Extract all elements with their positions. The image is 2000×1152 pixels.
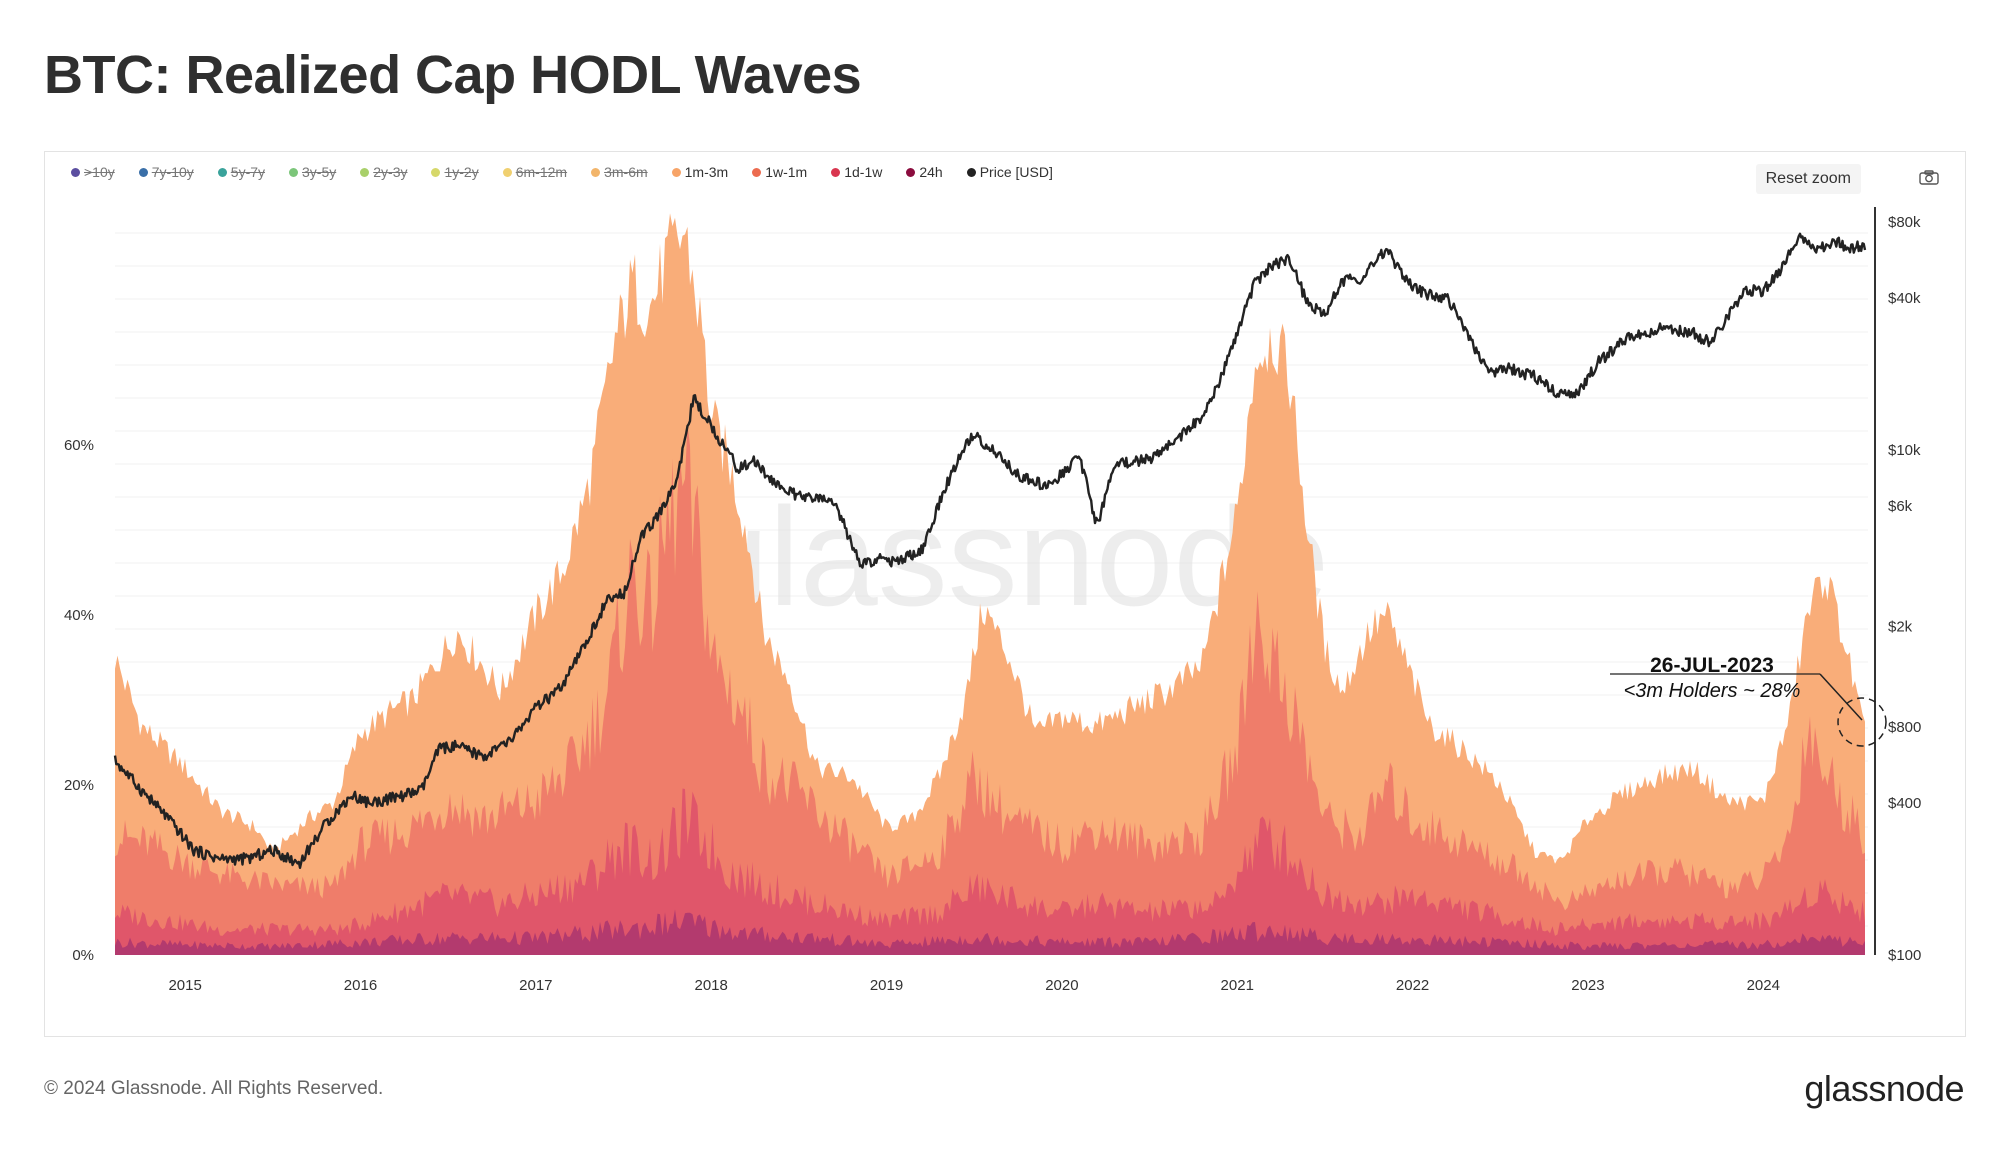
y-right-tick-label: $100 [1888,947,1921,964]
legend-dot-icon [217,167,227,177]
legend-item[interactable]: 24h [906,164,943,180]
annotation: 26-JUL-2023 <3m Holders ~ 28% [1610,654,1887,747]
x-tick-label: 2020 [1045,977,1078,994]
reset-zoom-button[interactable]: Reset zoom [1755,164,1861,194]
legend-item[interactable]: 3m-6m [591,164,648,180]
legend-dot-icon [966,167,976,177]
x-tick-label: 2015 [168,977,201,994]
legend-dot-icon [831,167,841,177]
legend-dot-icon [591,167,601,177]
stacked-areas [115,213,1865,956]
x-tick-label: 2017 [519,977,552,994]
x-tick-label: 2018 [695,977,728,994]
legend-item[interactable]: 5y-7y [217,164,266,180]
x-tick-label: 2019 [870,977,903,994]
x-axis: 2015 2016 2017 2018 2019 2020 2021 2022 2023 2024 [168,977,1780,994]
legend-label: 6m-12m [515,164,568,180]
price-line [113,232,1867,869]
footer-copyright: © 2024 Glassnode. All Rights Reserved. [44,1078,384,1099]
legend-label: 3m-6m [604,164,648,180]
x-tick-label: 2021 [1221,977,1254,994]
legend-label: 2y-3y [373,164,408,180]
legend-item[interactable]: 6m-12m [502,164,568,180]
legend-label: 7y-10y [151,164,194,180]
glassnode-logo[interactable]: glassnode [1804,1068,1964,1109]
y-right-tick-label: $10k [1888,442,1921,459]
annotation-date: 26-JUL-2023 [1650,654,1774,677]
legend-label: 1m-3m [684,164,729,180]
legend-label: 1y-2y [444,164,479,180]
chart-legend: >10y 7y-10y 5y-7y 3y-5y 2y-3y 1y-2y 6m-12m 3m-6… [71,164,1077,180]
x-tick-label: 2022 [1396,977,1429,994]
legend-dot-icon [289,167,299,177]
x-tick-label: 2023 [1571,977,1604,994]
legend-dot-icon [502,167,512,177]
camera-icon[interactable] [1919,170,1939,185]
legend-dot-icon [138,167,148,177]
legend-item[interactable]: Price [USD] [966,164,1053,180]
legend-label: 1d-1w [844,164,883,180]
legend-label: 24h [919,164,943,180]
page-title: BTC: Realized Cap HODL Waves [44,45,862,105]
y-left-tick-label: 60% [64,437,94,454]
y-left-tick-label: 40% [64,607,94,624]
y-right-tick-label: $400 [1888,795,1921,812]
y-right-tick-label: $80k [1888,214,1921,231]
y-axis-left: 0% 20% 40% 60% [64,437,94,964]
legend-dot-icon [671,167,681,177]
y-left-tick-label: 0% [72,947,94,964]
legend-item[interactable]: 1m-3m [671,164,729,180]
legend-item[interactable]: 1y-2y [431,164,479,180]
legend-dot-icon [906,167,916,177]
area-24h [115,909,1865,955]
x-tick-label: 2016 [344,977,377,994]
legend-item[interactable]: 3y-5y [289,164,336,180]
legend-label: >10y [84,164,115,180]
y-right-tick-label: $40k [1888,290,1921,307]
legend-label: 5y-7y [230,164,266,180]
legend-dot-icon [71,167,80,177]
annotation-text: <3m Holders ~ 28% [1624,680,1801,702]
legend-label: 1w-1m [765,164,808,180]
legend-item[interactable]: 7y-10y [138,164,194,180]
legend-item[interactable]: >10y [71,164,115,180]
legend-item[interactable]: 1w-1m [752,164,807,180]
y-right-tick-label: $800 [1888,719,1921,736]
y-right-tick-label: $6k [1888,498,1913,515]
area-1d-1w [115,788,1865,955]
x-tick-label: 2024 [1747,977,1780,994]
area-1w-1m [115,424,1865,956]
legend-label: 3y-5y [302,164,337,180]
legend-item[interactable]: 1d-1w [831,164,882,180]
legend-dot-icon [431,167,441,177]
y-right-tick-label: $2k [1888,619,1913,636]
legend-dot-icon [360,167,370,177]
y-axis-right: $100 $400 $800 $2k $6k $10k $40k $80k [1888,214,1921,964]
legend-item[interactable]: 2y-3y [360,164,407,180]
legend-label: Price [USD] [979,164,1053,180]
price-line-path [113,232,1867,869]
y-left-tick-label: 20% [64,777,94,794]
legend-dot-icon [752,167,762,177]
